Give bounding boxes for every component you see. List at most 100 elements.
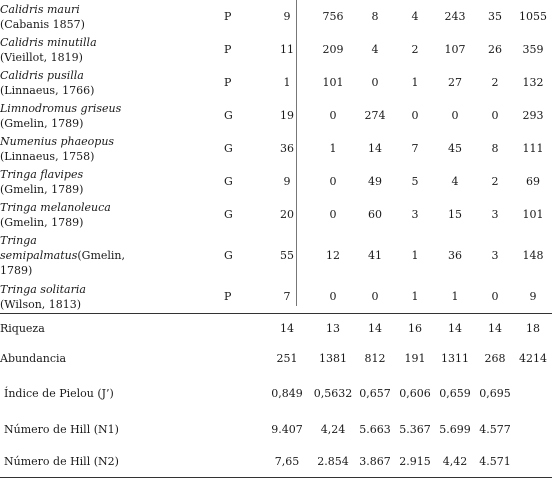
value-cell: 209 [322, 43, 344, 56]
value-cell: 18 [514, 313, 552, 343]
value-cell [514, 373, 552, 413]
species-group-cell: P [224, 43, 232, 56]
species-name-cell: Limnodromus griseus (Gmelin, 1789) [0, 99, 224, 132]
value-cell: 1 [411, 249, 419, 262]
value-cell: 4 [451, 175, 459, 188]
value-cell: 5 [411, 175, 419, 188]
value-cell: 55 [280, 249, 294, 262]
summary-row: Abundancia 251 1381 812 191 1311 268 4214 [0, 343, 552, 373]
species-authority: (Gmelin, [77, 249, 126, 262]
species-name-line: semipalmatus(Gmelin, [0, 248, 224, 263]
species-scientific-name: Tringa [0, 234, 37, 247]
value-cell: 27 [448, 76, 462, 89]
value-cell: 12 [326, 249, 340, 262]
species-authority: (Cabanis 1857) [0, 17, 85, 31]
value-cell: 7 [411, 142, 419, 155]
value-cell: 16 [396, 313, 434, 343]
species-authority: (Vieillot, 1819) [0, 50, 83, 64]
species-row: Tringa solitaria (Wilson, 1813) P 7 0 0 1 1 0 9 [0, 280, 552, 314]
species-row: Limnodromus griseus (Gmelin, 1789) G 19 0 274… [0, 99, 552, 132]
value-cell: 148 [522, 249, 544, 262]
value-cell: 4.577 [479, 422, 511, 436]
value-cell: 5.367 [399, 422, 431, 436]
value-cell: 2.915 [396, 445, 434, 478]
index-label: Número de Hill (N1) [4, 422, 119, 436]
value-cell: 359 [522, 43, 544, 56]
value-cell: 26 [488, 43, 502, 56]
diversity-index-row: Índice de Pielou (J’) 0,849 0,5632 0,657 0,6… [0, 373, 552, 413]
species-name-cell: Tringa flavipes (Gmelin, 1789) [0, 165, 224, 198]
value-cell: 5.663 [359, 422, 391, 436]
value-cell: 111 [522, 142, 544, 155]
value-cell: 0,606 [399, 386, 431, 400]
value-cell: 2 [411, 43, 419, 56]
value-cell: 243 [444, 10, 466, 23]
species-authority: (Gmelin, 1789) [0, 182, 84, 196]
species-scientific-name: Limnodromus griseus [0, 101, 122, 115]
value-cell: 1055 [519, 10, 547, 23]
species-group-cell: G [224, 142, 233, 155]
value-cell: 1 [411, 76, 419, 89]
species-group-cell: G [224, 208, 233, 221]
species-name-cell: Calidris pusilla (Linnaeus, 1766) [0, 66, 224, 99]
value-cell: 14 [368, 142, 382, 155]
species-group-cell: P [224, 290, 232, 303]
value-cell: 0 [491, 290, 499, 303]
value-cell: 2 [491, 76, 499, 89]
species-row: Calidris pusilla (Linnaeus, 1766) P 1 101 0 1 2… [0, 66, 552, 99]
value-cell [514, 445, 552, 478]
index-label: Índice de Pielou (J’) [4, 386, 114, 400]
species-group-cell: G [224, 175, 233, 188]
value-cell: 0 [491, 109, 499, 122]
value-cell: 1 [411, 290, 419, 303]
value-cell: 107 [444, 43, 466, 56]
value-cell: 19 [280, 109, 294, 122]
value-cell: 756 [322, 10, 344, 23]
species-authority: (Linnaeus, 1766) [0, 83, 95, 97]
value-cell: 0,659 [439, 386, 471, 400]
value-cell: 1 [329, 142, 337, 155]
value-cell: 0,695 [479, 386, 511, 400]
value-cell: 1 [451, 290, 459, 303]
value-cell: 132 [522, 76, 544, 89]
value-cell: 1311 [441, 351, 469, 365]
value-cell: 35 [488, 10, 502, 23]
value-cell: 9.407 [271, 422, 303, 436]
species-authority-cont: 1789) [0, 264, 33, 277]
species-scientific-name: Tringa melanoleuca [0, 200, 111, 214]
species-group-cell: P [224, 10, 232, 23]
index-label: Número de Hill (N2) [0, 445, 262, 478]
species-scientific-name: Numenius phaeopus [0, 134, 115, 148]
value-cell: 9 [283, 175, 291, 188]
value-cell: 49 [368, 175, 382, 188]
value-cell: 3.867 [354, 445, 396, 478]
value-cell: 0 [329, 290, 337, 303]
value-cell: 1381 [319, 351, 347, 365]
value-cell: 14 [262, 313, 312, 343]
value-cell: 0 [329, 175, 337, 188]
value-cell: 2.854 [312, 445, 354, 478]
diversity-index-row: Número de Hill (N1) 9.407 4,24 5.663 5.367 5.… [0, 413, 552, 445]
value-cell: 9 [529, 290, 537, 303]
value-cell: 11 [280, 43, 294, 56]
value-cell: 14 [476, 313, 514, 343]
species-scientific-name: Calidris minutilla [0, 35, 97, 49]
species-authority: (Gmelin, 1789) [0, 215, 84, 229]
value-cell: 8 [491, 142, 499, 155]
value-cell: 101 [322, 76, 344, 89]
value-cell: 3 [411, 208, 419, 221]
value-cell: 4 [411, 10, 419, 23]
value-cell: 0 [329, 109, 337, 122]
value-cell: 0,657 [359, 386, 391, 400]
value-cell: 7 [283, 290, 291, 303]
species-row: Tringa melanoleuca (Gmelin, 1789) G 20 0 60 3 1… [0, 198, 552, 231]
species-name-cell: Tringa melanoleuca (Gmelin, 1789) [0, 198, 224, 231]
value-cell: 36 [448, 249, 462, 262]
species-row: Calidris mauri (Cabanis 1857) P 9 756 8 4 243 35… [0, 0, 552, 33]
value-cell: 45 [448, 142, 462, 155]
value-cell: 4 [371, 43, 379, 56]
value-cell: 60 [368, 208, 382, 221]
value-cell: 251 [276, 351, 298, 365]
species-name-cell: Tringa semipalmatus(Gmelin, 1789) [0, 231, 224, 280]
value-cell: 0,5632 [313, 386, 353, 400]
